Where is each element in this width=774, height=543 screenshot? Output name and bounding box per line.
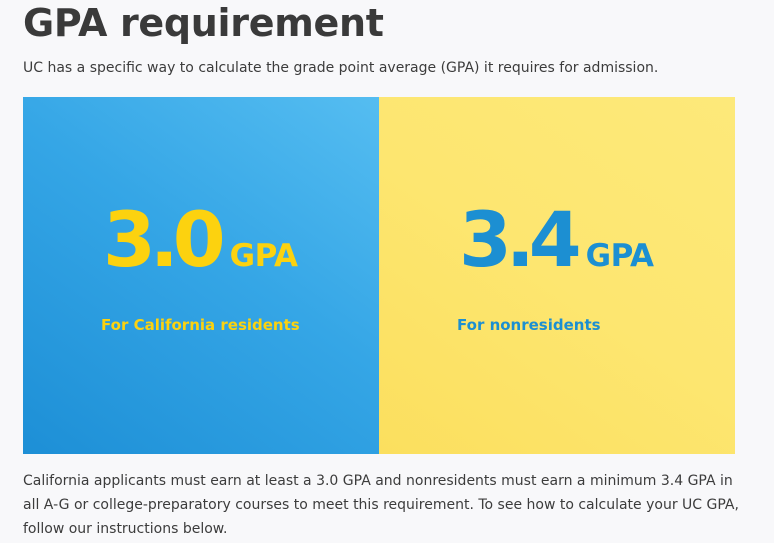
intro-text: UC has a specific way to calculate the g… [23,60,659,76]
residents-gpa-unit: GPA [229,238,298,274]
nonresidents-gpa-label: For nonresidents [457,316,601,334]
nonresidents-gpa-panel: 3.4 GPA For nonresidents [379,97,735,454]
residents-gpa-number: 3.0 [103,195,226,284]
nonresidents-gpa-number: 3.4 [459,195,582,284]
nonresidents-gpa-value: 3.4 GPA [459,195,654,285]
requirement-description: California applicants must earn at least… [23,473,739,537]
residents-gpa-value: 3.0 GPA [103,195,298,285]
nonresidents-gpa-unit: GPA [585,238,654,274]
residents-gpa-label: For California residents [101,316,300,334]
residents-gpa-panel: 3.0 GPA For California residents [23,97,379,454]
gpa-panels: 3.0 GPA For California residents 3.4 GPA… [23,97,735,454]
page-title: GPA requirement [23,1,384,45]
